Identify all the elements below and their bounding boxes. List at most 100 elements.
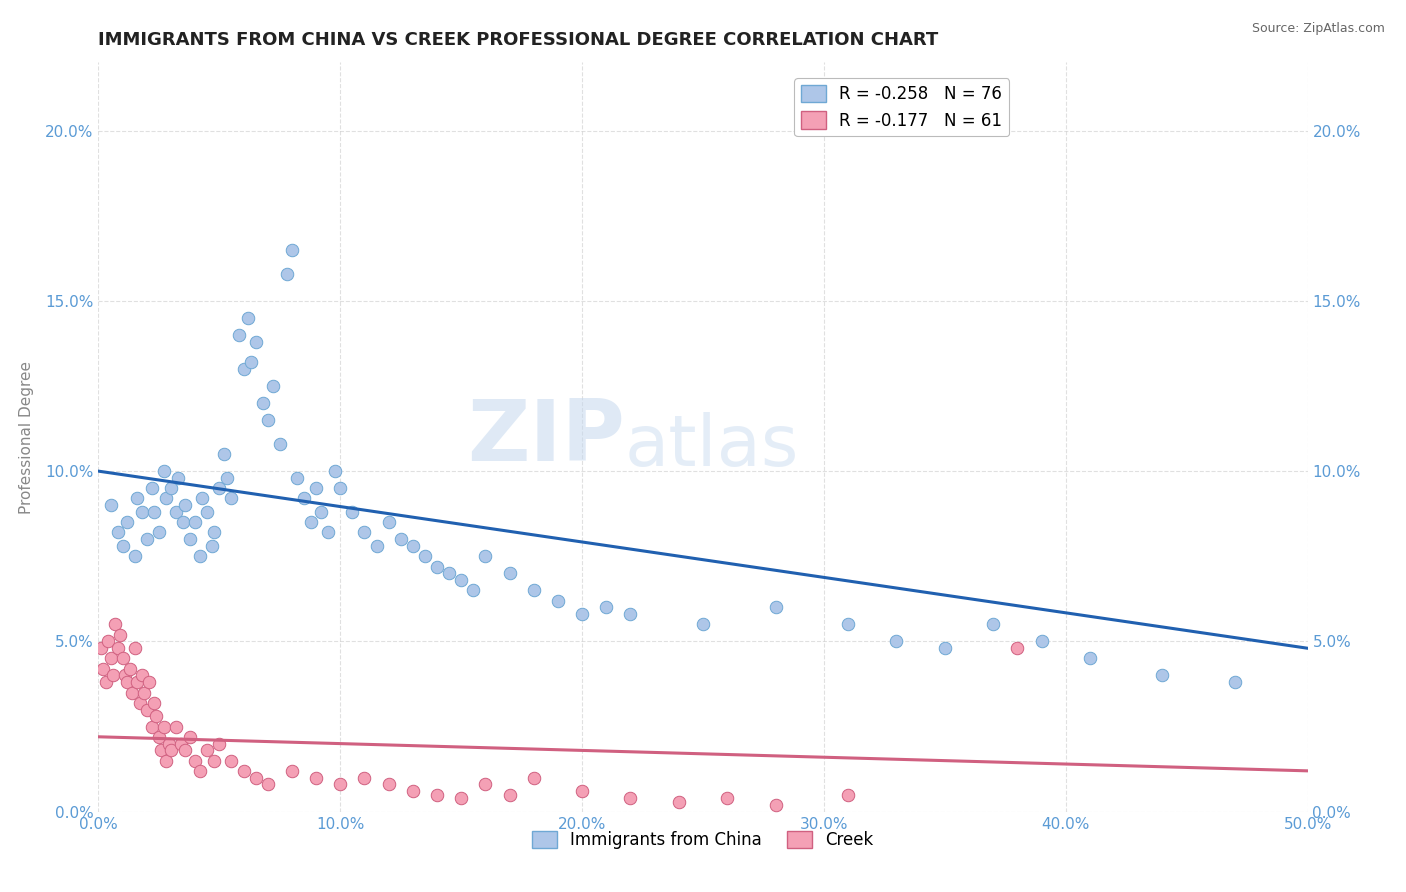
Point xyxy=(934,641,956,656)
Point xyxy=(148,730,170,744)
Point xyxy=(281,243,304,257)
Point xyxy=(299,515,322,529)
Point xyxy=(765,797,787,812)
Point xyxy=(111,539,134,553)
Point xyxy=(141,481,163,495)
Point xyxy=(668,795,690,809)
Point xyxy=(595,600,617,615)
Point xyxy=(256,777,278,791)
Point xyxy=(329,481,352,495)
Point xyxy=(127,675,149,690)
Point xyxy=(107,641,129,656)
Point xyxy=(252,396,274,410)
Point xyxy=(124,641,146,656)
Point xyxy=(437,566,460,581)
Point xyxy=(245,771,267,785)
Point xyxy=(114,668,136,682)
Point xyxy=(426,559,449,574)
Point xyxy=(716,791,738,805)
Point xyxy=(117,675,139,690)
Point xyxy=(619,791,641,805)
Point xyxy=(97,634,120,648)
Point xyxy=(121,685,143,699)
Point xyxy=(413,549,436,564)
Point xyxy=(239,355,262,369)
Point xyxy=(463,583,485,598)
Point xyxy=(174,498,197,512)
Point xyxy=(204,754,226,768)
Point xyxy=(101,668,124,682)
Legend: Immigrants from China, Creek: Immigrants from China, Creek xyxy=(526,824,880,855)
Point xyxy=(262,379,284,393)
Point xyxy=(285,471,308,485)
Point xyxy=(269,437,291,451)
Point xyxy=(305,771,328,785)
Point xyxy=(184,515,207,529)
Point xyxy=(152,720,174,734)
Point xyxy=(100,651,122,665)
Point xyxy=(160,743,183,757)
Point xyxy=(107,525,129,540)
Point xyxy=(141,720,163,734)
Point xyxy=(402,784,425,798)
Point xyxy=(228,327,250,342)
Point xyxy=(145,709,167,723)
Point xyxy=(165,505,187,519)
Point xyxy=(179,730,201,744)
Point xyxy=(389,533,412,547)
Point xyxy=(342,505,364,519)
Point xyxy=(305,481,328,495)
Point xyxy=(837,617,859,632)
Point xyxy=(402,539,425,553)
Text: IMMIGRANTS FROM CHINA VS CREEK PROFESSIONAL DEGREE CORRELATION CHART: IMMIGRANTS FROM CHINA VS CREEK PROFESSIO… xyxy=(98,31,939,49)
Point xyxy=(837,788,859,802)
Point xyxy=(167,471,190,485)
Point xyxy=(281,764,304,778)
Point xyxy=(131,505,153,519)
Point xyxy=(450,573,472,587)
Point xyxy=(160,481,183,495)
Point xyxy=(208,737,231,751)
Point xyxy=(426,788,449,802)
Point xyxy=(474,777,496,791)
Point xyxy=(547,593,569,607)
Point xyxy=(329,777,352,791)
Point xyxy=(215,471,238,485)
Point xyxy=(498,788,520,802)
Point xyxy=(117,515,139,529)
Point xyxy=(188,764,211,778)
Point xyxy=(571,607,593,622)
Point xyxy=(692,617,714,632)
Y-axis label: Professional Degree: Professional Degree xyxy=(20,360,34,514)
Point xyxy=(191,491,214,506)
Point xyxy=(765,600,787,615)
Point xyxy=(498,566,520,581)
Point xyxy=(179,533,201,547)
Point xyxy=(143,505,166,519)
Point xyxy=(1152,668,1174,682)
Point xyxy=(150,743,173,757)
Point xyxy=(523,771,546,785)
Point xyxy=(353,771,375,785)
Point xyxy=(172,515,194,529)
Point xyxy=(245,334,267,349)
Point xyxy=(232,362,254,376)
Point xyxy=(377,515,399,529)
Point xyxy=(292,491,315,506)
Point xyxy=(108,627,131,641)
Text: atlas: atlas xyxy=(624,411,799,481)
Point xyxy=(208,481,231,495)
Point xyxy=(127,491,149,506)
Point xyxy=(450,791,472,805)
Point xyxy=(474,549,496,564)
Point xyxy=(238,310,260,325)
Text: Source: ZipAtlas.com: Source: ZipAtlas.com xyxy=(1251,22,1385,36)
Point xyxy=(195,743,218,757)
Point xyxy=(135,702,157,716)
Point xyxy=(221,491,243,506)
Point xyxy=(165,720,187,734)
Point xyxy=(204,525,226,540)
Point xyxy=(111,651,134,665)
Point xyxy=(523,583,546,598)
Point xyxy=(571,784,593,798)
